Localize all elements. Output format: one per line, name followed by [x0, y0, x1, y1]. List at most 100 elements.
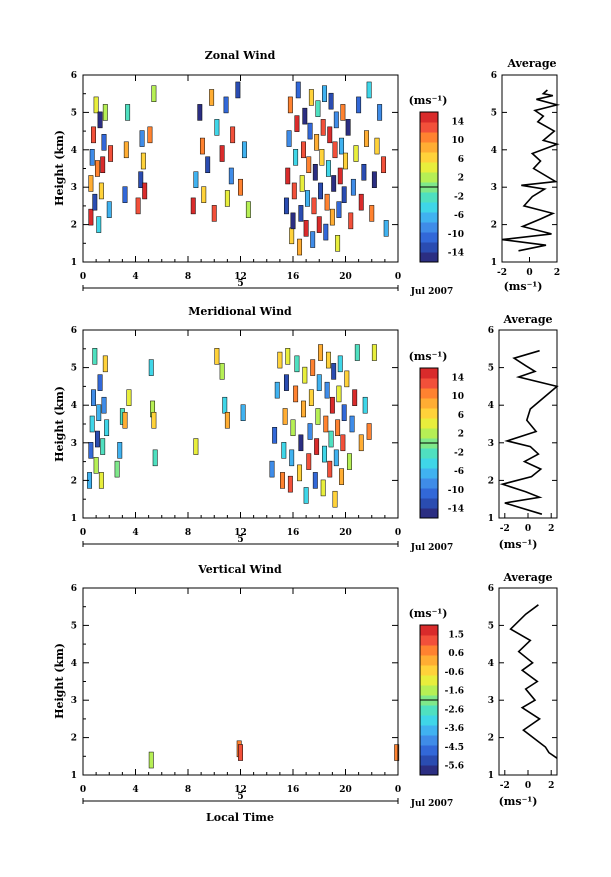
heatmap-cell: [101, 396, 107, 414]
heatmap-cell: [333, 111, 339, 129]
heatmap-cell: [336, 201, 342, 218]
colorbar-swatch: [420, 488, 438, 499]
colorbar-swatch: [420, 665, 438, 676]
average-x-label: (ms⁻¹): [499, 538, 538, 551]
heatmap-cell: [100, 438, 106, 455]
colorbar-label: 2: [458, 430, 464, 440]
heatmap-cell: [344, 370, 350, 388]
heatmap-cell: [377, 104, 383, 121]
heatmap-cell: [122, 411, 128, 429]
heatmap-cell: [102, 104, 108, 121]
average-profile-vertical: 1 2 3 4 5 6 -2 0 2: [488, 584, 558, 791]
date-label: Jul 2007: [410, 543, 453, 553]
y-tick-label: 2: [71, 734, 77, 744]
heatmap-cell: [316, 216, 322, 233]
average-y-tick-label: 5: [488, 364, 494, 374]
heatmap-cell: [306, 453, 312, 470]
heatmap-cell: [304, 190, 310, 207]
average-y-tick-label: 3: [488, 439, 494, 449]
x-tick-label: 4: [132, 528, 138, 538]
x-tick-label: 0: [80, 528, 86, 538]
colorbar-swatch: [420, 745, 438, 756]
average-x-tick-label: 2: [554, 268, 560, 278]
colorbar-label: -6: [454, 211, 464, 221]
average-y-tick-label: 2: [488, 734, 494, 744]
heatmap-cell: [307, 423, 313, 440]
heatmap-cell: [94, 160, 100, 177]
average-x-tick-label: 2: [548, 524, 554, 534]
colorbar-swatch: [420, 735, 438, 746]
colorbar-label: -5.6: [445, 762, 464, 772]
x-tick-label: 20: [339, 272, 352, 282]
heatmap-cell: [328, 92, 334, 110]
heatmap-cell: [139, 130, 145, 147]
heatmap-cell: [93, 457, 99, 474]
colorbar-label: 2: [458, 174, 464, 184]
x-tick-label: 0: [395, 528, 401, 538]
colorbar-swatch: [420, 152, 438, 163]
average-x-label: (ms⁻¹): [499, 795, 538, 808]
heatmap-cell: [320, 119, 326, 136]
heatmap-cell: [314, 438, 320, 455]
colorbar-swatch: [420, 202, 438, 213]
heatmap-cell: [290, 419, 296, 437]
heatmap-cell: [322, 445, 327, 463]
colorbar-swatch: [420, 398, 438, 409]
heatmap-cell: [298, 205, 304, 222]
colorbar-swatch: [420, 368, 438, 379]
heatmap-cell: [369, 205, 375, 222]
colorbar-swatch: [420, 468, 438, 479]
heatmap-cell: [325, 160, 331, 177]
heatmap-cell: [339, 468, 345, 485]
heatmap-cell: [211, 205, 217, 222]
heatmap-cell: [315, 100, 321, 117]
heatmap-cell: [219, 145, 225, 162]
heatmap-cell: [324, 193, 330, 211]
heatmap-cell: [287, 475, 293, 493]
heatmap-cell: [91, 389, 96, 406]
x-tick-label: 0: [395, 272, 401, 282]
colorbar-swatch: [420, 142, 438, 153]
heatmap-cell: [346, 453, 352, 470]
heatmap-cell: [89, 149, 95, 166]
heatmap-cell: [323, 415, 329, 433]
heatmap-cell: [336, 385, 342, 403]
y-tick-label: 4: [71, 659, 77, 669]
heatmap-cell: [106, 201, 112, 218]
heatmap-cell: [147, 126, 153, 144]
colorbar-swatch: [420, 428, 438, 439]
heatmap-cell: [235, 81, 241, 99]
heatmap-cell: [92, 348, 98, 365]
heatmap-cell: [140, 152, 146, 170]
colorbar-label: 6: [458, 155, 464, 165]
heatmap-cell: [241, 141, 247, 159]
average-y-tick-label: 6: [491, 71, 497, 81]
average-x-tick-label: -2: [500, 524, 510, 534]
heatmap-cell: [122, 186, 128, 203]
heatmap-cell: [98, 472, 104, 489]
heatmap-cell: [205, 156, 211, 174]
average-y-tick-label: 1: [488, 514, 494, 524]
heatmap-cell: [302, 366, 308, 384]
heatmap-cell: [335, 235, 341, 252]
heatmap-cell: [96, 404, 102, 421]
x-tick-label: 16: [287, 272, 300, 282]
average-y-tick-label: 4: [488, 401, 494, 411]
colorbar-label: -0.6: [445, 668, 464, 678]
heatmap-cell: [324, 381, 330, 399]
colorbar-swatch: [420, 675, 438, 686]
heatmap-cell: [88, 442, 94, 459]
heatmap-cell: [152, 449, 158, 467]
heatmap-cell: [269, 460, 275, 478]
x-tick-label: 0: [80, 272, 86, 282]
heatmap-cell: [362, 396, 368, 414]
heatmap-cell: [285, 167, 291, 185]
heatmap-cell: [197, 104, 203, 121]
heatmap-cell: [331, 363, 337, 380]
heatmap-cell: [148, 359, 154, 376]
heatmap-cell: [224, 411, 230, 429]
x-tick-label: 12: [234, 785, 247, 795]
y-tick-label: 1: [71, 771, 77, 781]
heatmap-cell: [104, 419, 110, 437]
